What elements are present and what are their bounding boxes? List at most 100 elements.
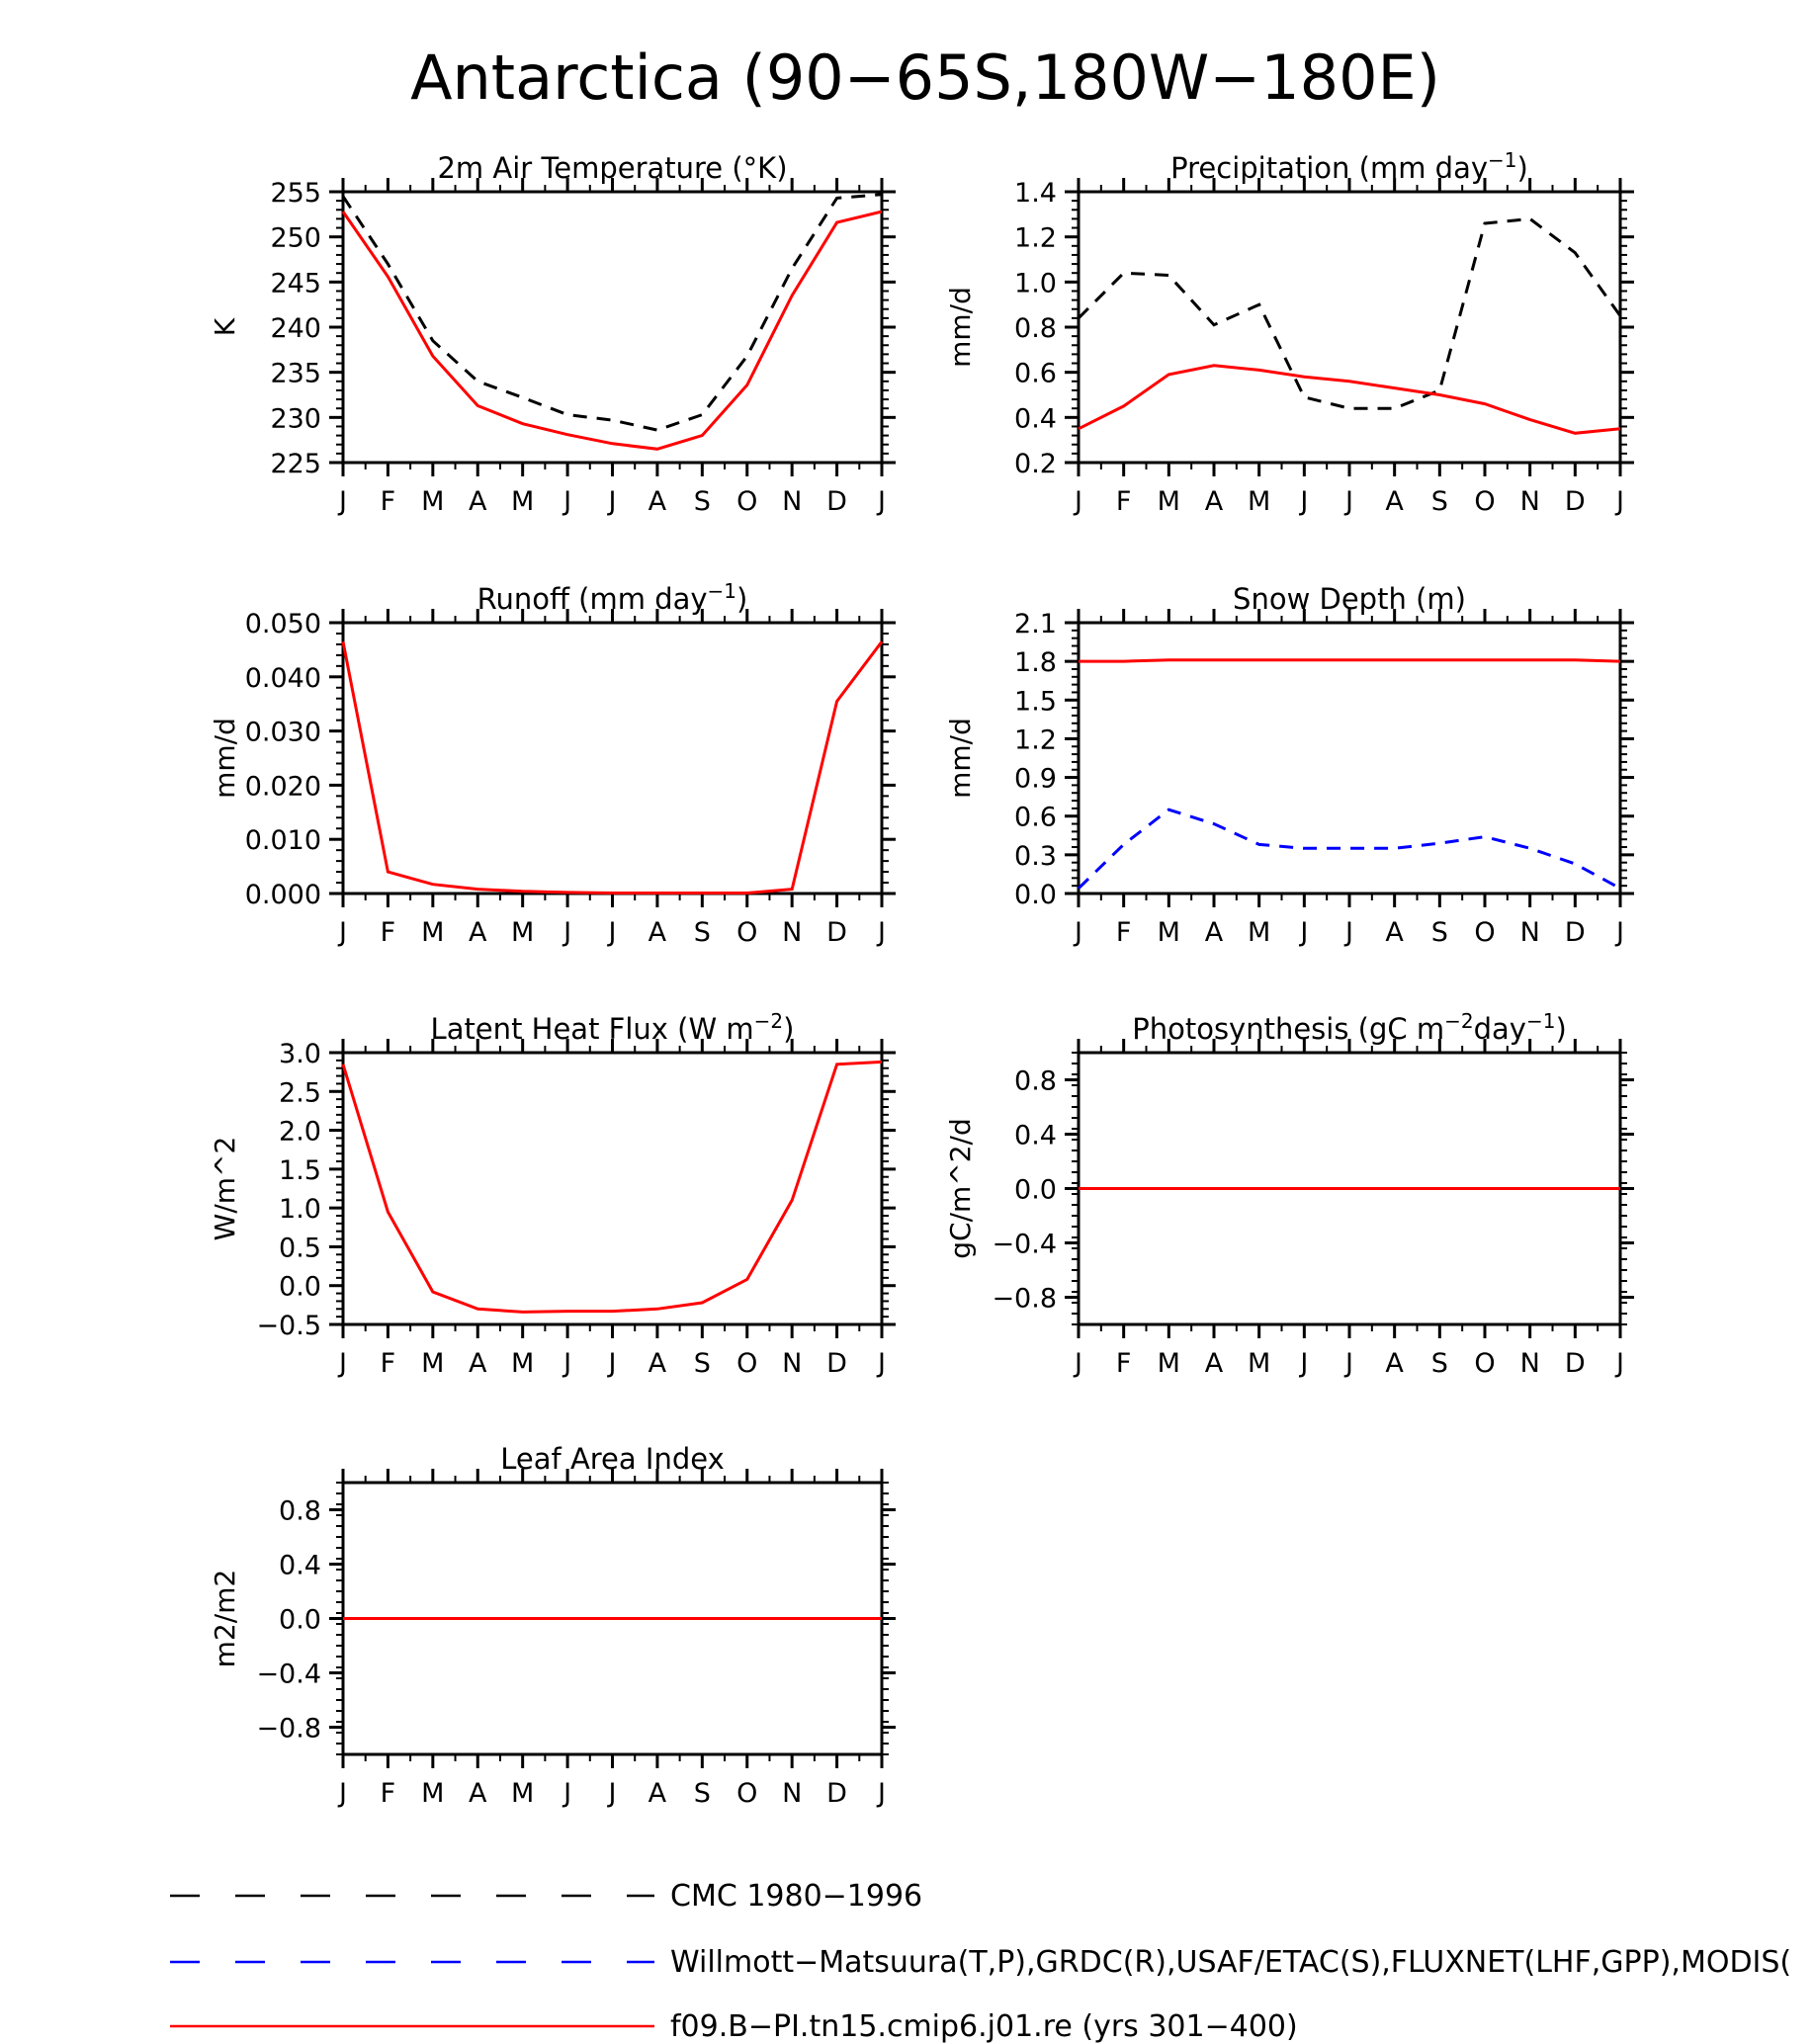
- x-tick-label: F: [1116, 917, 1132, 948]
- legend-label: CMC 1980−1996: [670, 1879, 922, 1914]
- x-tick-label: A: [469, 1348, 487, 1379]
- x-tick-label: A: [648, 1348, 667, 1379]
- y-axis-label: W/m^2: [209, 1137, 241, 1241]
- y-tick-label: 0.030: [245, 718, 321, 748]
- x-tick-label: O: [736, 1778, 757, 1809]
- x-tick-label: J: [562, 1348, 571, 1379]
- x-tick-label: M: [421, 486, 444, 517]
- x-tick-label: M: [1248, 917, 1270, 948]
- x-tick-label: N: [782, 1778, 802, 1809]
- y-axis-label: mm/d: [944, 718, 977, 799]
- x-tick-label: J: [1614, 917, 1624, 948]
- legend-entry-2: Willmott−Matsuura(T,P),GRDC(R),USAF/ETAC…: [170, 1945, 1791, 1980]
- x-tick-label: S: [1431, 486, 1448, 517]
- x-tick-label: J: [1298, 1348, 1308, 1379]
- y-axis-label: K: [209, 317, 241, 336]
- x-tick-label: S: [1431, 1348, 1448, 1379]
- x-tick-label: J: [607, 1778, 617, 1809]
- y-tick-label: 1.5: [1014, 686, 1057, 717]
- x-tick-label: J: [876, 1778, 886, 1809]
- x-tick-label: M: [421, 1778, 444, 1809]
- y-tick-label: −0.4: [256, 1660, 321, 1690]
- x-tick-label: J: [562, 1778, 571, 1809]
- x-tick-label: F: [381, 917, 396, 948]
- legend-entry-3: f09.B−PI.tn15.cmip6.j01.re (yrs 301−400): [170, 2009, 1298, 2044]
- x-tick-label: J: [876, 1348, 886, 1379]
- x-tick-label: N: [782, 1348, 802, 1379]
- y-tick-label: 1.8: [1014, 647, 1057, 678]
- y-tick-label: 0.2: [1014, 449, 1057, 479]
- x-tick-label: J: [1343, 917, 1353, 948]
- y-axis-label: mm/d: [209, 718, 241, 799]
- x-tick-label: O: [1474, 486, 1495, 517]
- x-tick-label: J: [607, 486, 617, 517]
- y-tick-label: 1.2: [1014, 724, 1057, 755]
- y-tick-label: 0.6: [1014, 803, 1057, 833]
- x-tick-label: F: [1116, 486, 1132, 517]
- y-tick-label: 245: [270, 268, 321, 298]
- x-tick-label: J: [337, 486, 347, 517]
- chart-panel-2: Precipitation (mm day−1)J F M A M J J A S O N D J0.2…: [944, 148, 1634, 517]
- x-tick-label: J: [876, 486, 886, 517]
- x-tick-label: J: [1073, 917, 1082, 948]
- x-tick-label: D: [826, 486, 847, 517]
- x-tick-label: N: [782, 486, 802, 517]
- y-tick-label: 0.9: [1014, 764, 1057, 795]
- x-tick-label: A: [469, 486, 487, 517]
- legend-label: f09.B−PI.tn15.cmip6.j01.re (yrs 301−400): [670, 2009, 1298, 2044]
- series-line-1: [341, 1060, 883, 1314]
- x-tick-label: D: [1565, 1348, 1586, 1379]
- x-tick-label: N: [1520, 917, 1540, 948]
- chart-title: Precipitation (mm day−1): [1170, 148, 1528, 185]
- x-tick-label: D: [826, 917, 847, 948]
- x-tick-label: A: [1385, 1348, 1404, 1379]
- y-tick-label: 2.0: [279, 1117, 321, 1148]
- legend: CMC 1980−1996 Willmott−Matsuura(T,P),GRDC…: [170, 1879, 1791, 2044]
- x-tick-label: J: [1343, 486, 1353, 517]
- x-tick-label: D: [1565, 486, 1586, 517]
- y-tick-label: 0.040: [245, 663, 321, 694]
- y-tick-label: 0.8: [1014, 1066, 1057, 1097]
- y-tick-label: 255: [270, 178, 321, 209]
- x-tick-label: O: [1474, 917, 1495, 948]
- x-tick-label: D: [826, 1348, 847, 1379]
- y-tick-label: 0.8: [279, 1496, 321, 1527]
- x-tick-label: S: [1431, 917, 1448, 948]
- series-line-1: [341, 193, 883, 432]
- x-tick-label: M: [1248, 486, 1270, 517]
- x-tick-label: N: [782, 917, 802, 948]
- x-tick-label: O: [1474, 1348, 1495, 1379]
- chart-title: Runoff (mm day−1): [477, 579, 748, 616]
- x-tick-label: J: [1073, 1348, 1082, 1379]
- x-tick-label: S: [694, 917, 711, 948]
- y-tick-label: −0.8: [992, 1284, 1057, 1315]
- y-tick-label: 0.000: [245, 880, 321, 910]
- x-tick-label: M: [511, 1778, 534, 1809]
- x-tick-label: J: [1073, 486, 1082, 517]
- x-tick-label: J: [1614, 1348, 1624, 1379]
- x-tick-label: S: [694, 1348, 711, 1379]
- panels: 2m Air Temperature (°K)J F M A M J J A S O N D J2252…: [209, 148, 1634, 1809]
- x-tick-label: F: [1116, 1348, 1132, 1379]
- y-tick-label: 0.5: [279, 1233, 321, 1263]
- x-tick-label: O: [736, 1348, 757, 1379]
- x-tick-label: N: [1520, 1348, 1540, 1379]
- y-tick-label: 1.2: [1014, 223, 1057, 254]
- x-tick-label: J: [607, 917, 617, 948]
- y-tick-label: 0.020: [245, 771, 321, 802]
- x-tick-label: A: [1385, 486, 1404, 517]
- y-tick-label: −0.4: [992, 1230, 1057, 1260]
- x-tick-label: M: [511, 917, 534, 948]
- x-tick-label: M: [1248, 1348, 1270, 1379]
- x-tick-label: A: [1205, 486, 1224, 517]
- y-tick-label: 1.4: [1014, 178, 1057, 209]
- chart-panel-1: 2m Air Temperature (°K)J F M A M J J A S O N D J2252…: [209, 151, 896, 517]
- y-tick-label: 1.0: [279, 1194, 321, 1225]
- x-tick-label: O: [736, 486, 757, 517]
- y-tick-label: 0.0: [279, 1605, 321, 1636]
- chart-panel-6: Photosynthesis (gC m−2day−1)J F M A M J J A S O N D…: [944, 1009, 1634, 1379]
- series-line-2: [1078, 364, 1621, 435]
- x-tick-label: M: [1158, 917, 1180, 948]
- x-tick-label: S: [694, 486, 711, 517]
